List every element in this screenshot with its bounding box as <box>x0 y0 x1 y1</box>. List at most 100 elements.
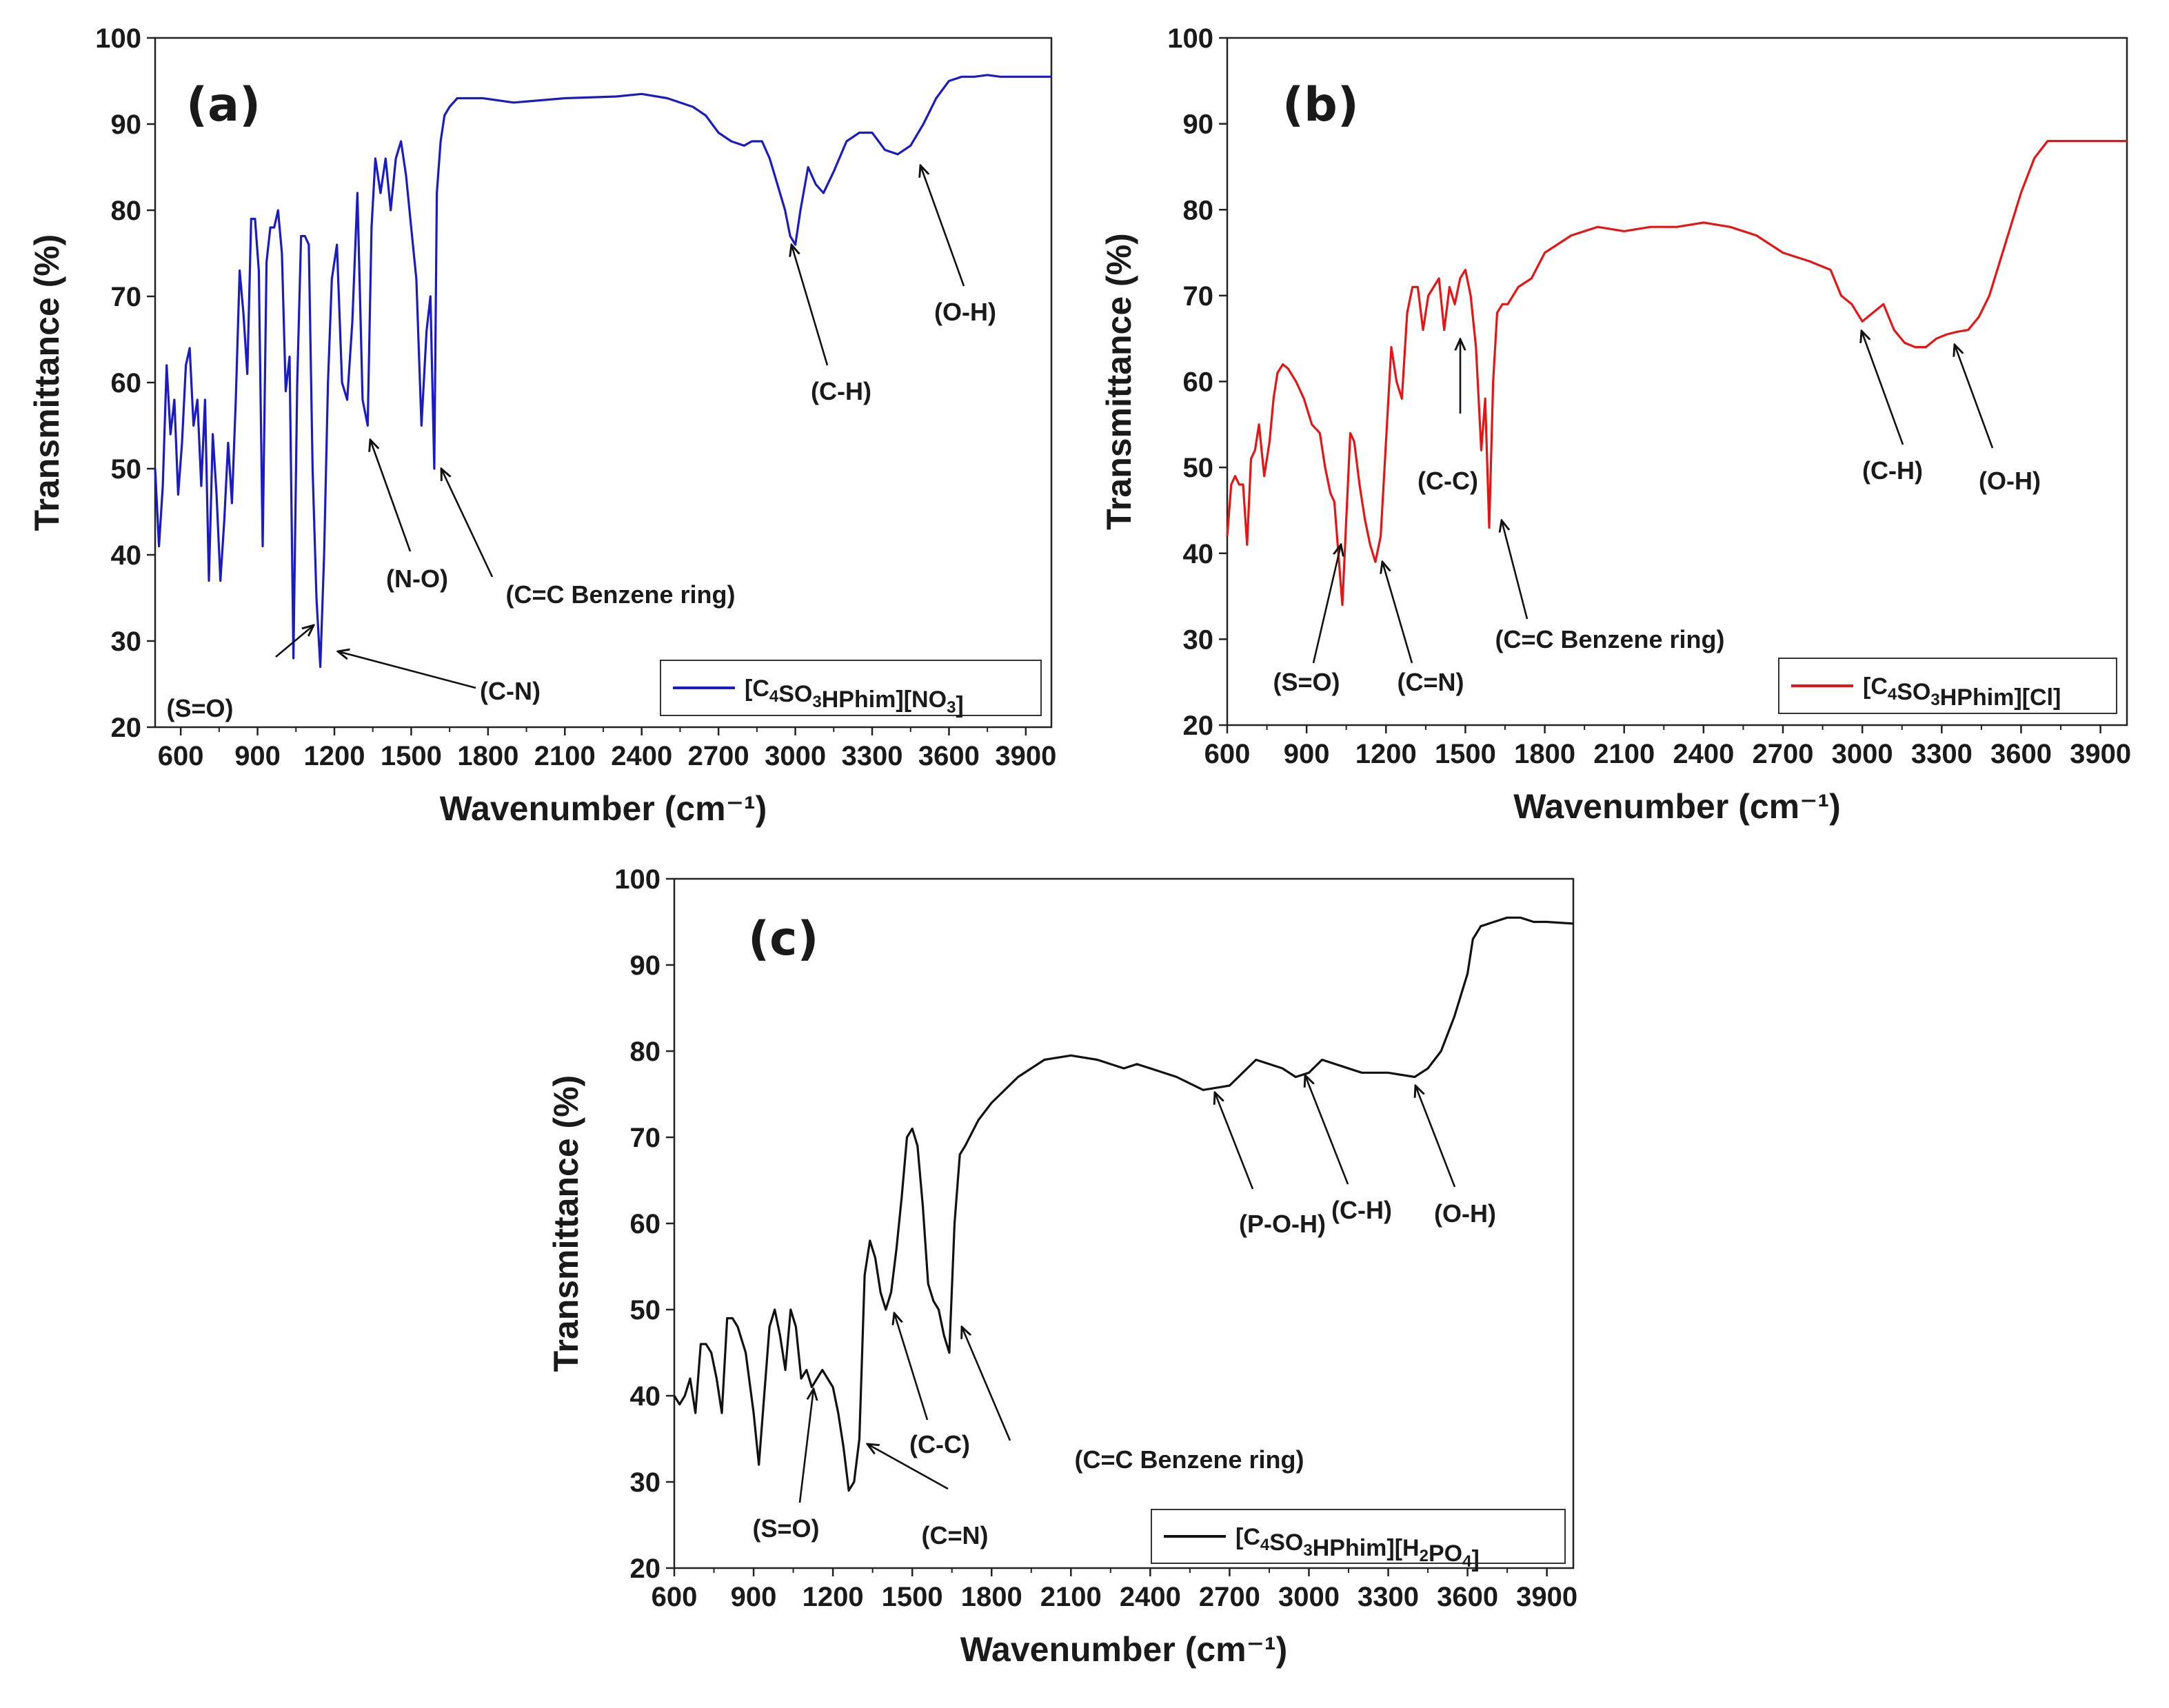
panel-b-annotation-arrow <box>1862 331 1904 445</box>
panel-c-annotation-arrow <box>962 1327 1011 1441</box>
panel-a-x-tick-label: 1200 <box>304 741 365 771</box>
panel-b-y-tick-label: 50 <box>1183 453 1214 483</box>
panel-c-x-tick-label: 3300 <box>1358 1582 1419 1612</box>
panel-c-x-tick-label: 2100 <box>1040 1582 1102 1612</box>
panel-b-x-tick-label: 1500 <box>1435 739 1496 769</box>
panel-b-legend-part: SO <box>1897 679 1930 705</box>
panel-b-y-axis-title: Transmittance (%) <box>1100 233 1138 530</box>
panel-a-annotation-arrow <box>920 165 965 287</box>
panel-b-y-tick-label: 60 <box>1183 367 1214 398</box>
panel-c-panel-label: (c) <box>748 912 818 966</box>
panel-c-x-tick-label: 900 <box>731 1582 777 1612</box>
panel-c-x-tick-label: 3000 <box>1278 1582 1340 1612</box>
panel-b-x-tick-label: 3900 <box>2070 739 2131 769</box>
panel-a-annotation-label: (O-H) <box>934 298 996 326</box>
panel-c-legend-label: [C4SO3HPhim][H2PO4] <box>1235 1524 1480 1572</box>
panel-c-annotation-label: (C-C) <box>909 1430 970 1458</box>
panel-a-annotation-label: (S=O) <box>166 694 233 722</box>
panel-b-annotation-arrow <box>1382 562 1413 664</box>
panel-b-annotation-arrow <box>1312 545 1341 664</box>
panel-b-x-tick-label: 1200 <box>1355 739 1417 769</box>
panel-a-legend-part: HPhim][NO <box>822 687 947 713</box>
panel-c-x-tick-label: 1800 <box>961 1582 1022 1612</box>
panel-c-x-tick-label: 1500 <box>882 1582 943 1612</box>
panel-a-annotation-label: (C=C Benzene ring) <box>505 580 735 609</box>
panel-c-x-tick-label: 2700 <box>1199 1582 1260 1612</box>
panel-b-annotation-arrow <box>1502 520 1529 620</box>
panel-c-legend-part: PO <box>1429 1541 1462 1567</box>
panel-c-annotation-arrow <box>1305 1075 1349 1185</box>
panel-c-y-tick-label: 50 <box>630 1295 661 1325</box>
panel-c-y-tick-label: 80 <box>630 1037 661 1067</box>
panel-c-x-tick-label: 600 <box>652 1582 698 1612</box>
panel-c-y-tick-label: 90 <box>630 950 661 981</box>
panel-a-annotation-label: (C-N) <box>480 677 541 705</box>
panel-c-x-tick-label: 2400 <box>1120 1582 1181 1612</box>
panel-b-y-tick-label: 70 <box>1183 281 1214 312</box>
panel-a-y-tick-label: 60 <box>111 368 142 398</box>
panel-b-annotation-arrow <box>1955 345 1994 449</box>
panel-a-y-tick-label: 90 <box>111 110 142 140</box>
panel-c-annotation-arrow <box>867 1444 949 1490</box>
panel-c-x-tick-label: 1200 <box>803 1582 864 1612</box>
panel-c-annotation-label: (C=N) <box>922 1521 989 1549</box>
panel-b-x-tick-label: 3300 <box>1911 739 1973 769</box>
panel-b-legend-part: [C <box>1863 673 1888 700</box>
panel-b-x-tick-label: 900 <box>1284 739 1330 769</box>
panel-c-annotation-label: (O-H) <box>1434 1199 1496 1228</box>
panel-b-panel-label: (b) <box>1282 78 1359 132</box>
panel-b-y-tick-label: 100 <box>1167 23 1213 54</box>
panel-c-x-tick-label: 3900 <box>1516 1582 1577 1612</box>
panel-a-x-tick-label: 3900 <box>995 741 1056 771</box>
panel-a-x-tick-label: 3300 <box>842 741 903 771</box>
panel-a-y-tick-label: 70 <box>111 282 142 312</box>
panel-b-legend-part: 4 <box>1888 685 1897 704</box>
panel-a-x-tick-label: 2100 <box>534 741 596 771</box>
panel-a-legend-part: 3 <box>947 698 956 717</box>
panel-a-legend-part: [C <box>745 675 769 702</box>
panel-a-y-tick-label: 30 <box>111 627 142 657</box>
panel-a-legend-part: SO <box>778 681 812 707</box>
panel-b-legend-part: HPhim][Cl] <box>1940 684 2061 711</box>
panel-b-annotation-label: (O-H) <box>1979 467 2041 495</box>
panel-c-legend-part: ] <box>1471 1546 1479 1572</box>
panel-b-series-line <box>1226 140 2127 607</box>
panel-c-legend-part: 4 <box>1462 1552 1472 1571</box>
panel-b-x-tick-label: 2400 <box>1673 739 1734 769</box>
panel-c-y-tick-label: 20 <box>630 1554 661 1584</box>
panel-c-legend-part: 2 <box>1420 1547 1429 1565</box>
panel-a-legend: [C4SO3HPhim][NO3] <box>660 660 1042 718</box>
panel-c-annotation-label: (S=O) <box>752 1514 819 1543</box>
panel-c-annotation-arrow <box>1415 1086 1456 1188</box>
panel-c-legend-part: 3 <box>1303 1541 1312 1560</box>
panel-b-x-axis-title: Wavenumber (cm⁻¹) <box>1513 787 1841 826</box>
panel-a-x-tick-label: 1800 <box>457 741 518 771</box>
panel-a-legend-part: 4 <box>769 687 779 706</box>
panel-a-annotation-arrow <box>370 440 412 552</box>
panel-a-annotation-label: (N-O) <box>386 565 448 593</box>
panel-a-y-tick-label: 20 <box>111 713 142 743</box>
panel-b-legend-part: 3 <box>1930 691 1939 709</box>
panel-c-y-tick-label: 40 <box>630 1381 661 1412</box>
panel-a-y-tick-label: 100 <box>95 23 141 54</box>
panel-c-annotation-label: (C=C Benzene ring) <box>1074 1445 1304 1474</box>
panel-a-x-tick-label: 3600 <box>918 741 980 771</box>
panel-c-legend: [C4SO3HPhim][H2PO4] <box>1151 1509 1566 1572</box>
panel-a-y-tick-label: 50 <box>111 454 142 485</box>
panel-a-x-tick-label: 2700 <box>688 741 749 771</box>
panel-b-x-tick-label: 3600 <box>1990 739 2052 769</box>
panel-b-annotation-label: (C-H) <box>1862 456 1923 485</box>
panel-b-annotation-label: (C-C) <box>1418 467 1478 495</box>
panel-a-annotation-arrow <box>791 245 829 366</box>
panel-c-y-tick-label: 30 <box>630 1467 661 1498</box>
panel-c-annotation-arrow <box>1215 1092 1254 1190</box>
panel-c-legend-part: [C <box>1235 1524 1260 1550</box>
panel-a-annotation-arrow <box>338 651 476 689</box>
panel-b-legend: [C4SO3HPhim][Cl] <box>1778 658 2117 714</box>
panel-a-x-axis-title: Wavenumber (cm⁻¹) <box>440 789 767 828</box>
panel-c-legend-part: SO <box>1269 1529 1303 1556</box>
panel-c-legend-part: HPhim][H <box>1313 1535 1420 1561</box>
panel-c-annotation-arrow <box>894 1313 929 1421</box>
